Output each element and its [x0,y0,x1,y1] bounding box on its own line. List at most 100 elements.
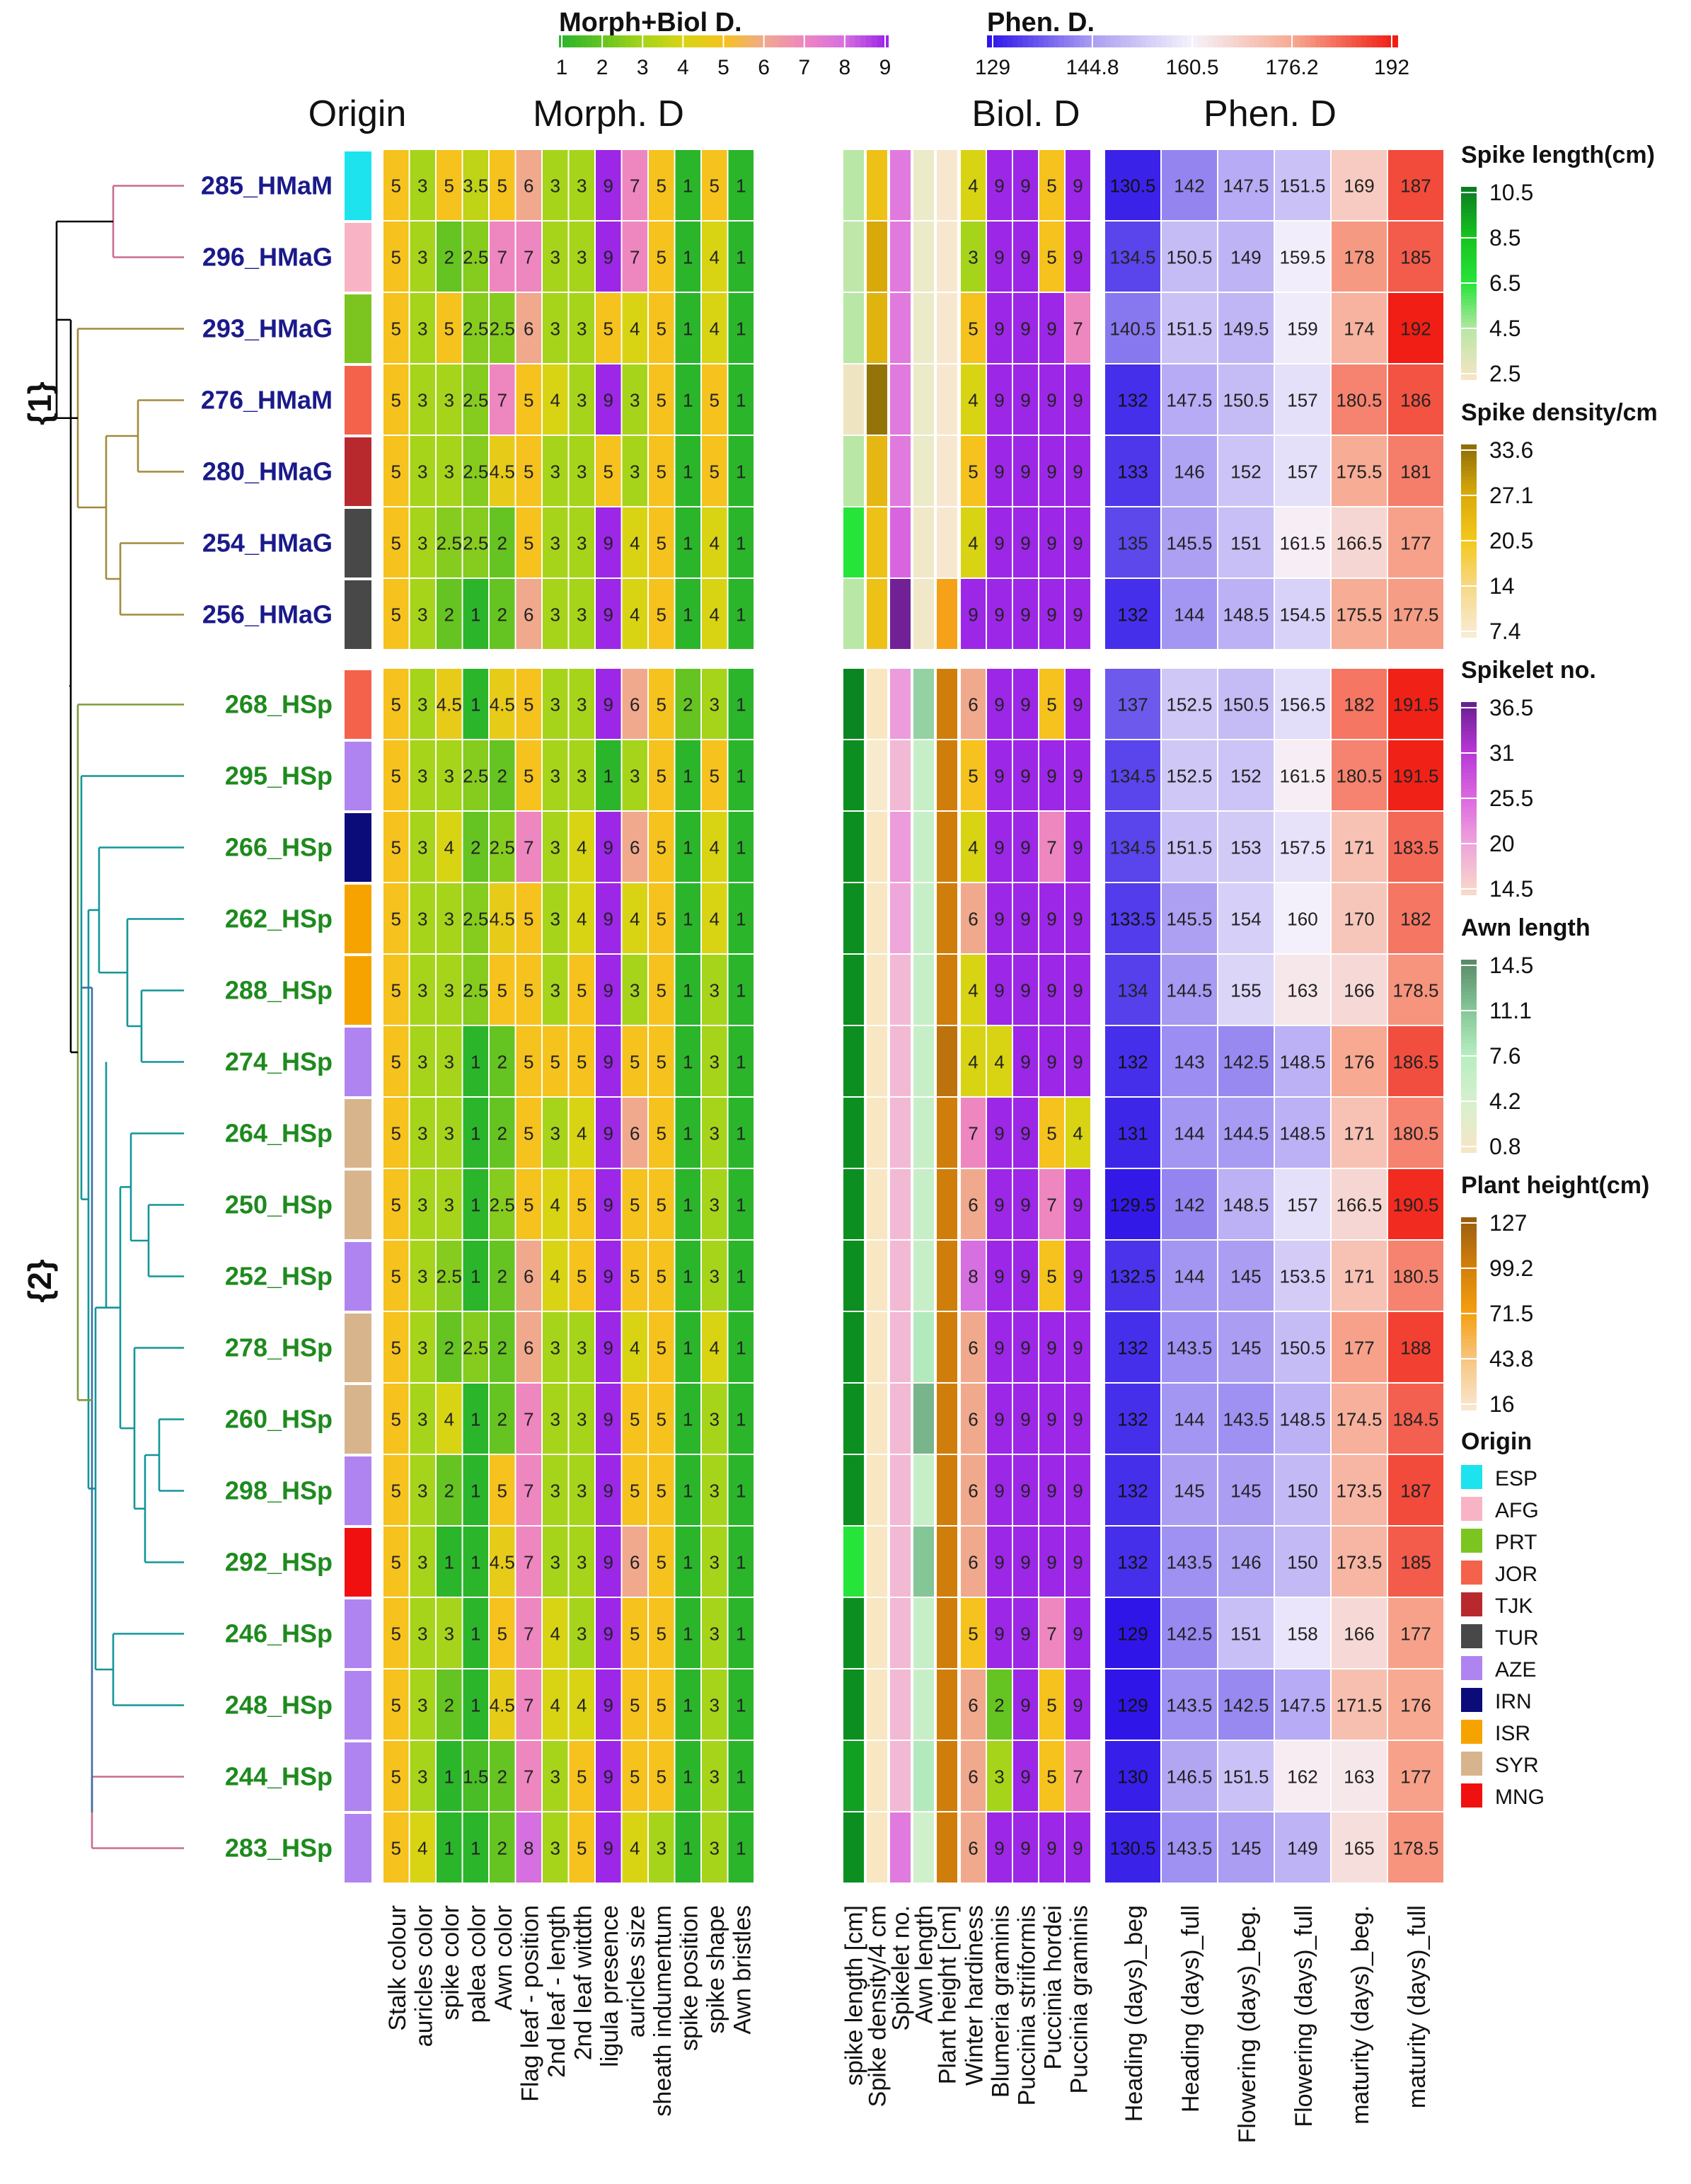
phen-cell-value: 182 [1400,909,1431,930]
morph-cell [437,222,462,292]
phen-cell-value: 190.5 [1392,1195,1438,1216]
morph-cell [622,293,647,363]
phen-cell-value: 145.5 [1166,533,1212,554]
phen-cell [1332,1527,1387,1597]
legend-gradient-segment [1461,302,1477,306]
legend-phen-gradient-segment [1269,35,1275,47]
morph-cell-value: 3 [417,1766,427,1788]
legend-morph-biol-gradient-segment [767,35,774,47]
legend-morph-biol-gradient-segment [669,35,675,47]
legend-gradient-segment [1461,817,1477,822]
legend-morph-biol-gradient-segment [833,35,840,47]
morph-cell [490,1169,515,1239]
morph-cell-value: 3 [417,533,427,554]
legend-gradient-segment [1461,589,1477,593]
legend-phen-gradient-segment [1187,35,1193,47]
morph-cell-value: 5 [391,1766,401,1788]
biol-cell [1066,883,1090,953]
phen-cell-value: 143.5 [1166,1695,1212,1716]
trait-cell [890,222,911,292]
morph-cell-value: 1 [736,247,746,268]
biol-cell [987,1312,1012,1382]
legend-gradient-segment [1461,1226,1477,1231]
col-label-spikelet-no: Spikelet no. [888,1905,915,2031]
legend-gradient-segment [1461,286,1477,291]
biol-cell-value: 5 [968,766,978,787]
biol-cell [1039,222,1064,292]
morph-cell [569,812,594,882]
morph-cell-value: 1 [471,1695,480,1716]
morph-cell-value: 1 [683,1623,693,1645]
legend-tick-label: 31 [1489,740,1515,766]
morph-cell [569,364,594,435]
morph-cell-value: 1 [683,1481,693,1502]
morph-cell [569,1741,594,1811]
biol-cell-value: 9 [1073,176,1083,197]
biol-cell [961,293,986,363]
morph-cell [649,740,674,810]
legend-gradient-segment [1461,801,1477,806]
col-label-plant-height-cm: Plant height [cm] [935,1905,962,2084]
morph-cell-value: 4.5 [490,909,515,930]
row-label-248-hsp: 248_HSp [225,1691,333,1720]
phen-cell [1162,740,1217,810]
biol-cell [961,1455,986,1525]
biol-cell-value: 2 [994,1695,1004,1716]
biol-cell-value: 3 [968,247,978,268]
phen-cell-value: 183.5 [1392,837,1438,858]
morph-cell-value: 4 [710,909,720,930]
morph-cell [543,1026,568,1096]
legend-phen-gradient-segment [1022,35,1029,47]
biol-cell [961,1741,986,1811]
legend-gradient-segment [1461,1042,1477,1047]
biol-cell-value: 9 [1046,1552,1056,1573]
morph-cell-value: 5 [604,461,613,483]
morph-cell [437,507,462,577]
biol-cell [961,883,986,953]
legend-gradient-segment [1461,791,1477,796]
legend-morph-biol-gradient-segment [729,35,735,47]
morph-cell [516,1669,541,1740]
morph-cell [490,740,515,810]
biol-cell [1039,1812,1064,1883]
phen-cell-value: 162 [1287,1766,1317,1788]
biol-cell [961,222,986,292]
morph-cell-value: 5 [657,1695,666,1716]
phen-cell-value: 170 [1344,909,1374,930]
legend-morph-biol-gradient-segment [805,35,812,47]
legend-morph-biol-gradient-segment [647,35,653,47]
legend-gradient-segment [1461,280,1477,284]
trait-cell [890,1598,911,1668]
phen-cell [1388,436,1443,506]
biol-cell-value: 5 [968,1623,978,1645]
morph-cell [728,1384,754,1454]
phen-cell [1275,1169,1330,1239]
legend-gradient-segment [1461,544,1477,548]
legend-phen-gradient-segment [987,35,993,47]
legend-gradient-segment [1461,582,1477,587]
legend-gradient-segment [1461,878,1477,883]
morph-cell [622,436,647,506]
morph-cell-value: 2 [497,1266,507,1287]
morph-cell [596,1312,621,1382]
morph-cell [410,1741,435,1811]
morph-cell [516,436,541,506]
morph-cell [702,579,727,649]
morph-cell-value: 2 [497,1766,507,1788]
legend-morph-biol-gradient-segment [575,35,582,47]
morph-cell [675,1527,700,1597]
legend-gradient-segment [1461,209,1477,214]
legend-gradient-segment [1461,1278,1477,1282]
morph-cell-value: 5 [657,604,666,626]
legend-gradient-segment [1461,585,1477,590]
morph-cell-value: 3 [444,1623,454,1645]
phen-cell-value: 177 [1400,1766,1431,1788]
legend-gradient-segment [1461,849,1477,854]
legend-phen-gradient-segment [1172,35,1178,47]
morph-cell-value: 5 [657,1052,666,1073]
morph-cell-value: 9 [604,1623,613,1645]
morph-cell [569,1669,594,1740]
phen-cell [1162,579,1217,649]
biol-cell-value: 6 [968,1481,978,1502]
biol-cell-value: 9 [994,247,1004,268]
